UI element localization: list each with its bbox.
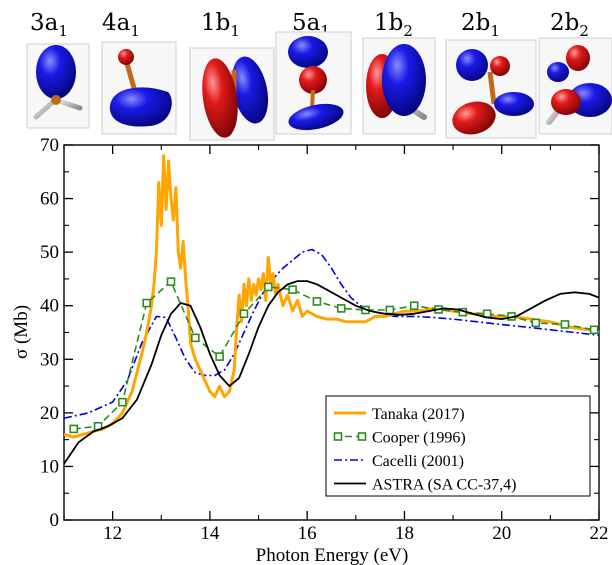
orbital-label: 1b2 [374, 10, 413, 40]
orbital-label-sub: 1 [320, 22, 330, 40]
orbital-label-main: 2b [461, 10, 490, 36]
x-tick-label: 22 [590, 523, 609, 544]
y-axis-label: σ (Mb) [11, 305, 32, 359]
cooper-marker [263, 282, 273, 292]
cooper-marker [336, 304, 346, 313]
cooper-marker [191, 333, 200, 343]
orbital-label-sub: 2 [403, 22, 413, 40]
x-tick-label: 16 [298, 523, 317, 544]
x-tick-label: 14 [200, 523, 220, 544]
x-tick-label: 20 [492, 523, 511, 544]
orbital-label: 3a1 [30, 10, 68, 40]
cooper-marker [142, 298, 151, 308]
y-tick-label: 50 [40, 242, 59, 263]
orbital-label-sub: 1 [58, 22, 68, 40]
astra-series-line [63, 280, 600, 465]
y-tick-label: 70 [40, 135, 59, 156]
orbital-image [445, 39, 537, 139]
x-axis-label: Photon Energy (eV) [256, 545, 409, 565]
cooper-marker [239, 309, 249, 319]
orbital-label: 1b1 [201, 10, 240, 40]
orbital-label-sub: 2 [579, 22, 589, 40]
legend-label: Cooper (1996) [372, 430, 466, 447]
svg-text:2b1: 2b1 [461, 10, 500, 40]
legend-label: ASTRA (SA CC-37,4) [372, 477, 516, 494]
orbital-label-main: 3a [30, 10, 59, 36]
cooper-marker [589, 325, 599, 335]
x-tick-label: 12 [103, 523, 122, 544]
cooper-marker [385, 305, 395, 315]
orbital-label: 2b1 [461, 10, 500, 40]
orbital-image [101, 41, 177, 135]
cooper-marker [215, 352, 224, 361]
orbital-panel: 3a1 4a1 1b1 5a1 1b2 2b1 2b2 [26, 10, 612, 141]
legend-marker [333, 432, 343, 441]
series-layer [63, 154, 600, 465]
orbital-label: 4a1 [102, 10, 140, 40]
svg-text:1b2: 1b2 [374, 10, 413, 40]
svg-text:1b1: 1b1 [201, 10, 240, 40]
svg-text:2b2: 2b2 [550, 10, 589, 40]
svg-text:3a1: 3a1 [30, 10, 68, 40]
orbital-image [189, 47, 275, 141]
cacelli-series-line [63, 248, 600, 419]
y-tick-label: 10 [40, 456, 59, 477]
legend-label: Tanaka (2017) [372, 406, 465, 423]
chart: 12 14 16 18 20 22 0 10 20 30 40 50 60 70 Photon Energ… [11, 135, 609, 565]
y-tick-label: 20 [40, 403, 59, 424]
orbital-image [538, 37, 612, 135]
orbital-label-sub: 1 [130, 22, 140, 40]
orbital-label: 2b2 [550, 10, 589, 40]
orbital-label-main: 1b [201, 10, 230, 36]
orbital-label-main: 4a [102, 10, 131, 36]
orbital-label-sub: 1 [490, 22, 500, 40]
legend: Tanaka (2017) Cooper (1996) Cacelli (2001)… [325, 395, 591, 497]
cooper-marker [166, 277, 176, 286]
orbital-label-main: 2b [550, 10, 579, 36]
orbital-label-sub: 1 [230, 22, 240, 40]
cooper-marker [531, 318, 541, 328]
y-tick-label: 0 [50, 510, 60, 531]
cooper-marker [409, 301, 419, 311]
axis-ticks: 12 14 16 18 20 22 0 10 20 30 40 50 60 70 [40, 135, 609, 544]
orbital-image [275, 31, 352, 135]
orbital-image [362, 37, 436, 135]
tanaka-series-line [63, 154, 600, 439]
y-tick-label: 60 [40, 189, 59, 210]
legend-marker [357, 432, 367, 441]
orbital-image [26, 43, 90, 129]
cooper-marker [118, 397, 127, 407]
y-tick-label: 30 [40, 349, 59, 370]
cooper-marker [69, 424, 79, 434]
orbital-label-main: 1b [374, 10, 403, 36]
cooper-series-line [73, 280, 595, 430]
cooper-marker [288, 285, 297, 294]
x-tick-label: 18 [395, 523, 414, 544]
cooper-marker [312, 297, 322, 306]
svg-text:4a1: 4a1 [102, 10, 140, 40]
cooper-marker [560, 320, 570, 329]
legend-label: Cacelli (2001) [372, 453, 464, 470]
y-tick-label: 40 [40, 296, 59, 317]
